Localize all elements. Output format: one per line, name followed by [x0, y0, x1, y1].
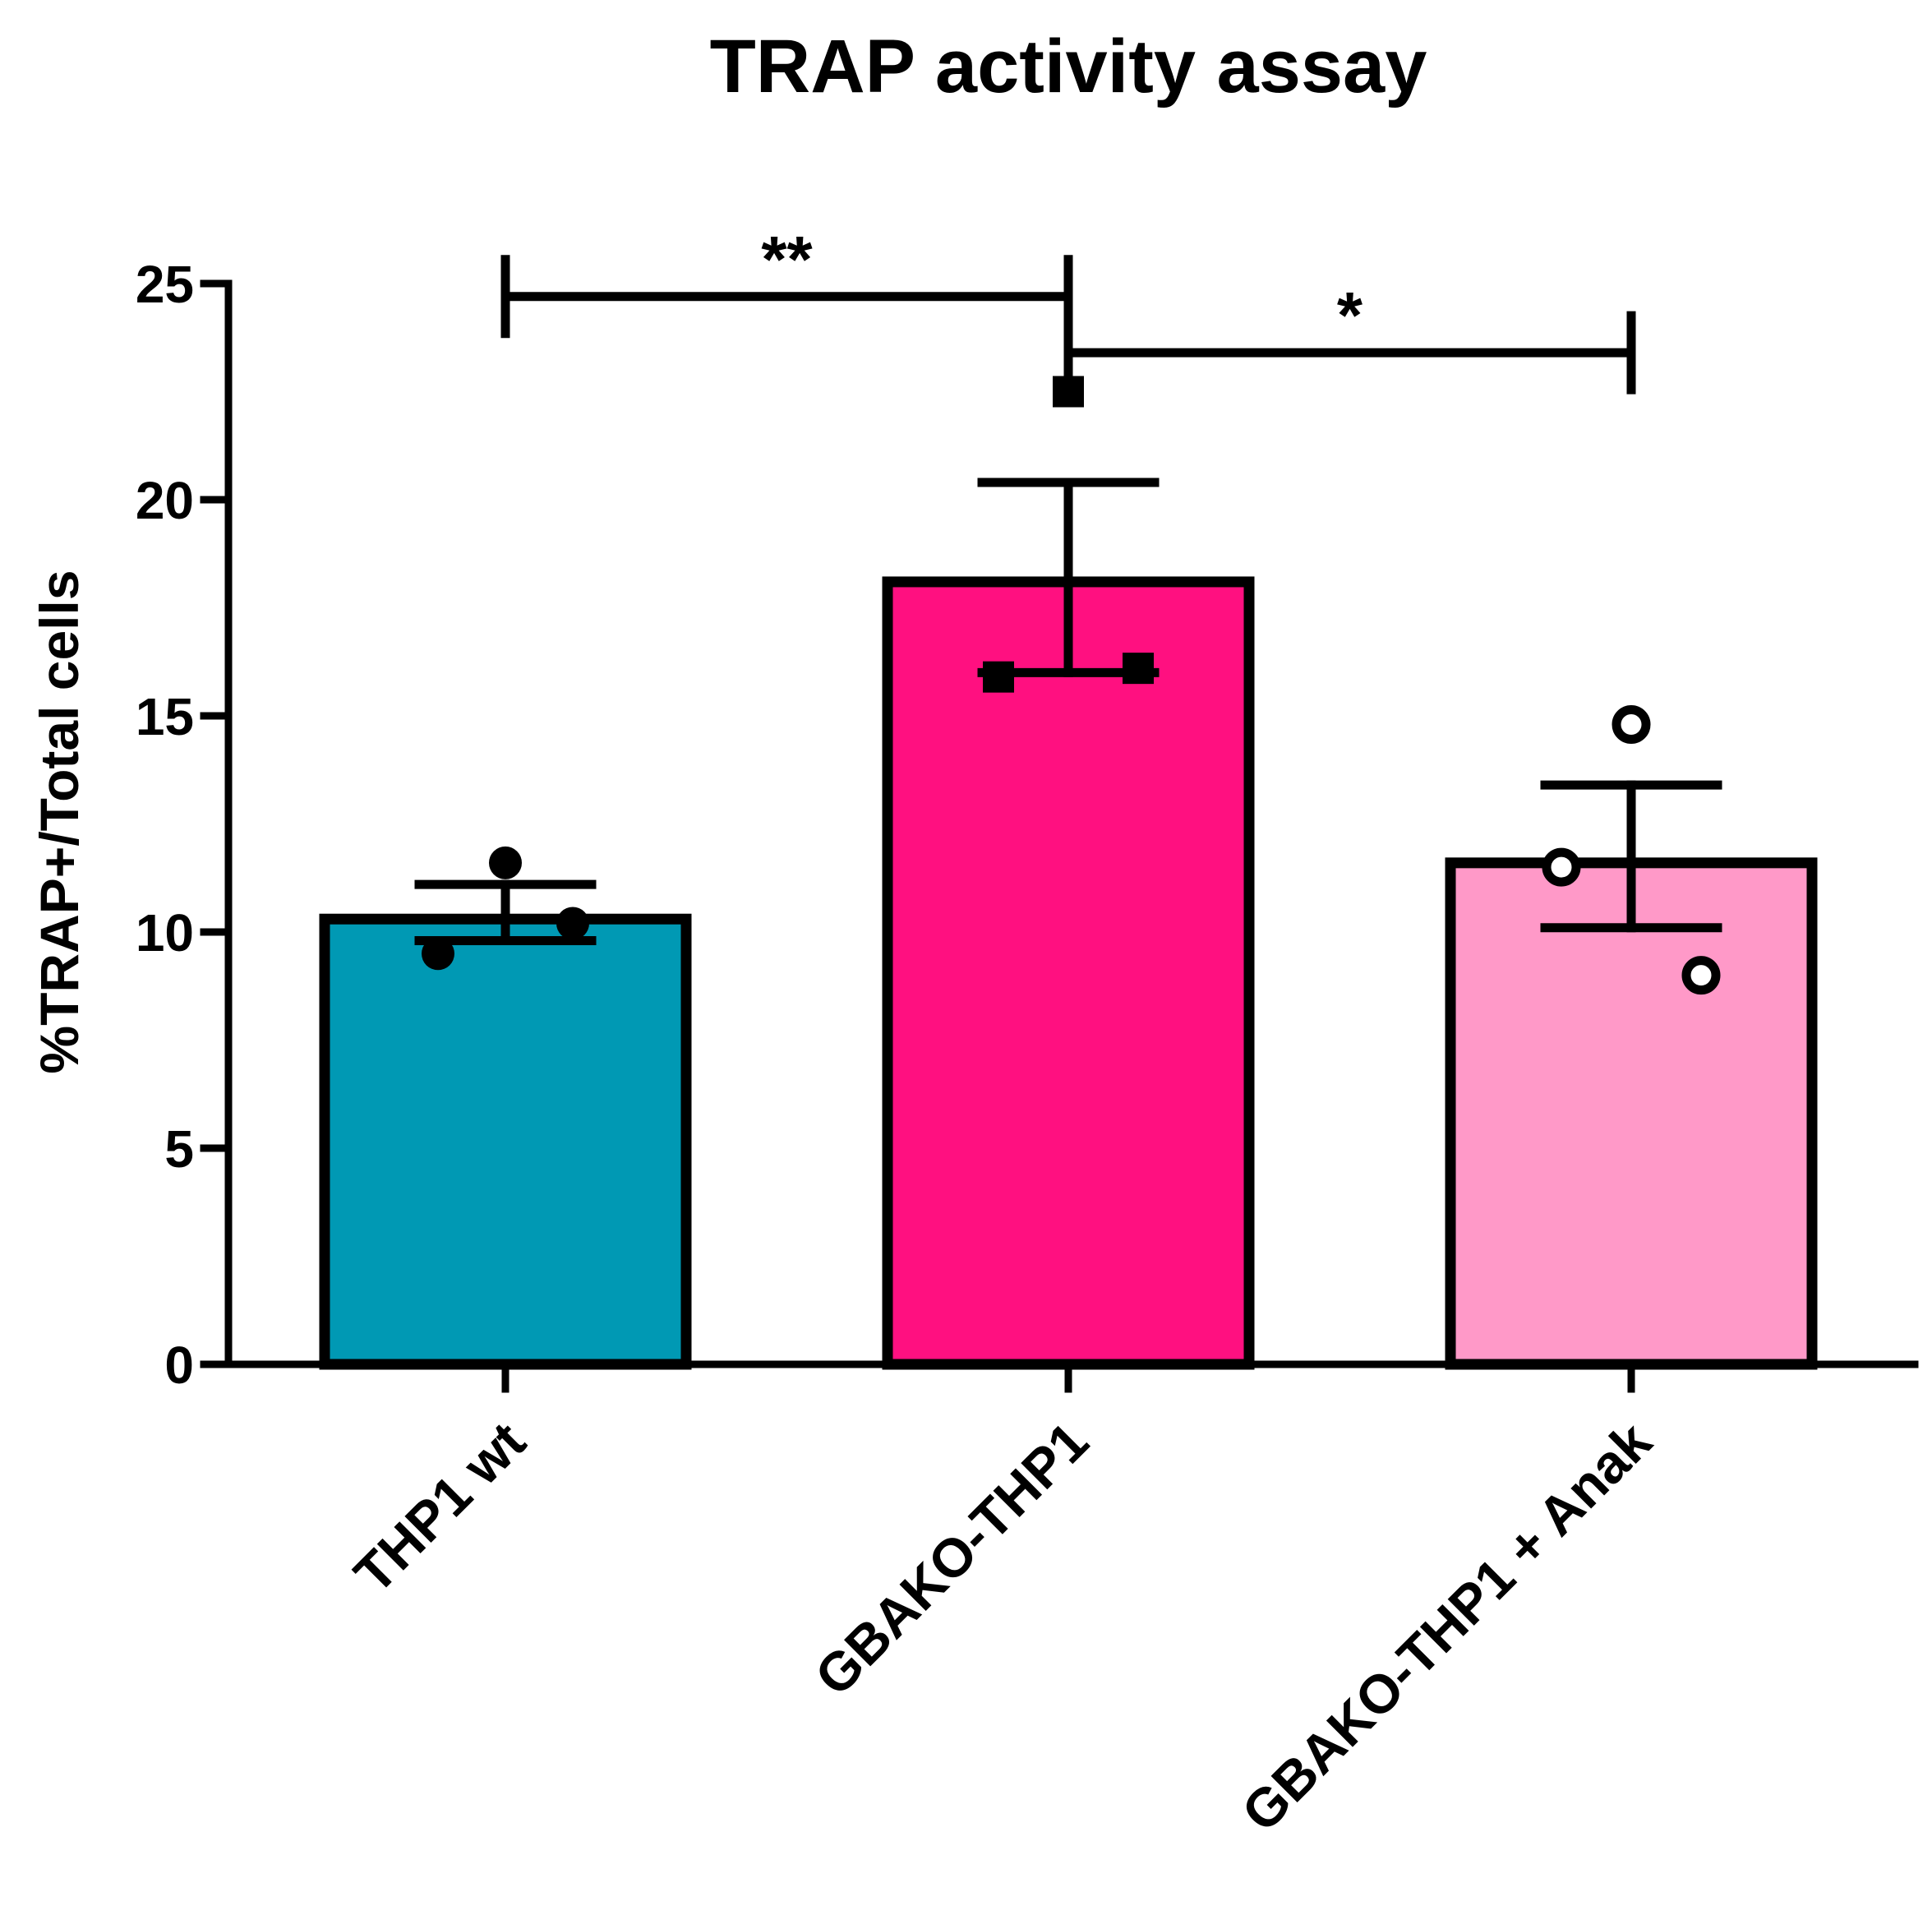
data-point [556, 907, 589, 940]
y-tick-label: 5 [164, 1119, 194, 1179]
data-point [422, 937, 454, 971]
x-category-label: GBAKO-THP1 [803, 1410, 1100, 1707]
data-point [1542, 847, 1581, 887]
bar-2 [1445, 857, 1818, 1370]
data-point [1681, 956, 1721, 995]
y-tick-label: 25 [136, 255, 194, 314]
y-axis-label: %TRAP+/Total cells [29, 570, 90, 1073]
bar-0 [319, 913, 692, 1370]
chart-title: TRAP activity assay [710, 25, 1427, 108]
plot-area: 0 5 10 15 20 25 THP1 wt GBAKO-THP1 GBAKO-THP1 + … [136, 223, 1919, 1843]
y-tick-label: 0 [164, 1336, 194, 1395]
x-category-label: THP1 wt [343, 1410, 537, 1604]
y-tick-label: 10 [136, 903, 194, 962]
data-point [1612, 705, 1651, 745]
y-tick-label: 20 [136, 471, 194, 530]
data-point [489, 846, 522, 879]
significance-label: * [1337, 279, 1363, 352]
y-tick-label: 15 [136, 687, 194, 746]
x-category-label: GBAKO-THP1 + Anak [1230, 1410, 1663, 1843]
bar-1 [882, 576, 1255, 1370]
significance-label: ** [761, 223, 813, 296]
